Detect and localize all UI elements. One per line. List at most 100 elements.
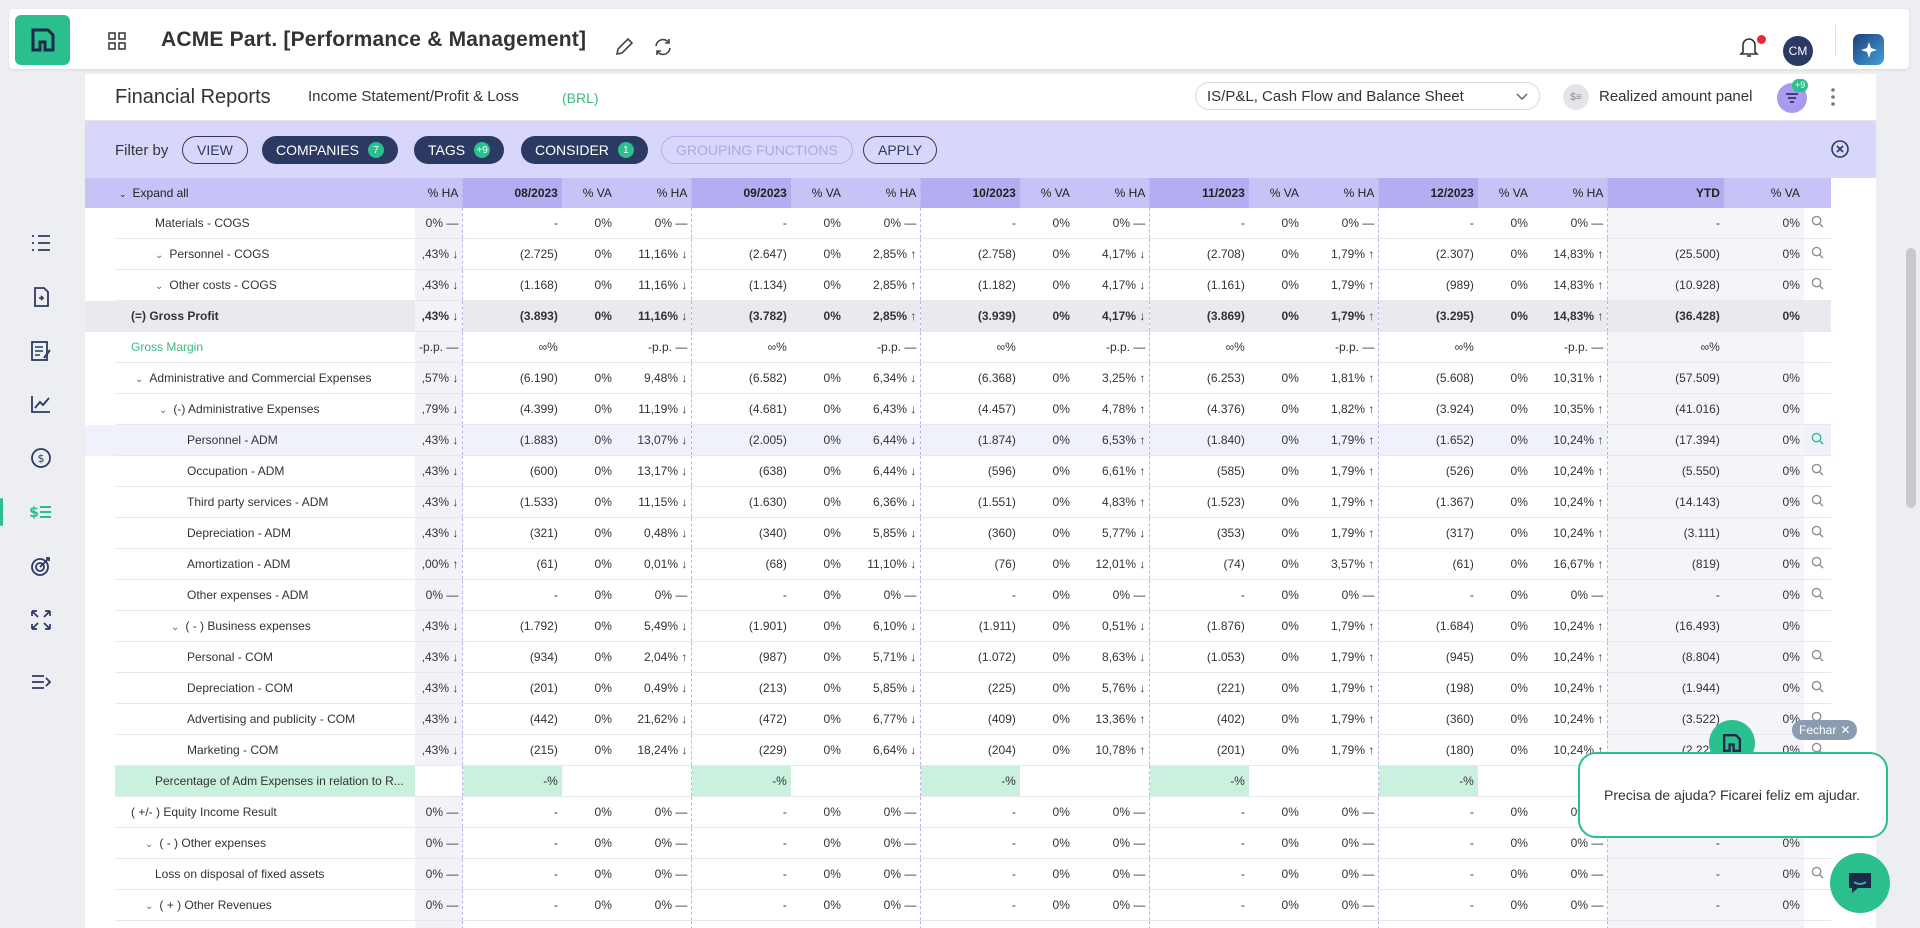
row-label[interactable]: ⌄ Administrative and Commercial Expenses xyxy=(115,362,415,394)
table-row[interactable]: ⌄( - ) Other expenses 0% — -0% 0% — -0% 0% — -… xyxy=(85,827,1831,859)
chat-open-button[interactable] xyxy=(1830,853,1890,913)
magnify-icon[interactable] xyxy=(1803,455,1831,487)
row-label[interactable]: ⌄ ( - ) Other expenses xyxy=(115,827,415,859)
table-row[interactable]: Materials - COGS 0% — -0% 0% — -0% 0% — -0% 0% … xyxy=(85,208,1831,239)
table-row[interactable]: Loss on disposal of fixed assets 0% — -0% 0… xyxy=(85,858,1831,890)
table-row[interactable]: ⌄ (-) Administrative Expenses ,79% ↓ (4.399… xyxy=(85,393,1831,425)
notification-bell-icon[interactable] xyxy=(1739,36,1759,63)
row-label[interactable]: Advertising and publicity - COM xyxy=(115,703,415,735)
apps-grid-icon[interactable] xyxy=(107,31,127,51)
table-row[interactable]: Depreciation - COM ,43% ↓ (201) 0% 0,49% ↓ (2… xyxy=(85,672,1831,704)
row-label[interactable]: ⌄ ( + ) Other Revenues xyxy=(115,889,415,921)
close-circle-icon[interactable] xyxy=(1830,139,1850,164)
magnify-icon[interactable] xyxy=(1803,548,1831,580)
table-row[interactable]: ⌄ Personnel - COGS ,43% ↓ (2.725) 0% 11,16% ↓… xyxy=(85,238,1831,270)
table-row[interactable]: Percentage of Adm Expenses in relation t… xyxy=(85,765,1831,797)
chevron-down-icon[interactable]: ⌄ xyxy=(171,622,180,633)
row-label[interactable]: Depreciation - ADM xyxy=(115,517,415,549)
table-row[interactable]: ⌄ Administrative and Commercial Expenses,… xyxy=(85,362,1831,394)
table-row[interactable]: Marketing - COM ,43% ↓ (215) 0% 18,24% ↓ (229… xyxy=(85,734,1831,766)
table-row[interactable]: (=) Gross Profit ,43% ↓ (3.893) 0% 11,16% ↓(… xyxy=(85,300,1831,332)
magnify-icon[interactable] xyxy=(1803,424,1831,456)
row-label[interactable]: Marketing - COM xyxy=(115,734,415,766)
chevron-down-icon[interactable]: ⌄ xyxy=(145,839,154,850)
refresh-icon[interactable] xyxy=(652,37,674,62)
chevron-down-icon[interactable]: ⌄ xyxy=(155,281,164,292)
realized-panel-label[interactable]: Realized amount panel xyxy=(1599,88,1753,105)
magnify-icon[interactable] xyxy=(1803,579,1831,611)
realized-panel-icon[interactable]: $≡ xyxy=(1563,84,1589,110)
row-label[interactable]: (=) Gross Profit xyxy=(115,300,415,332)
magnify-icon[interactable] xyxy=(1803,486,1831,518)
line-chart-icon[interactable] xyxy=(27,390,55,418)
chat-close-button[interactable]: Fechar ✕ xyxy=(1792,720,1858,740)
table-row[interactable]: Depreciation - ADM ,43% ↓ (321) 0% 0,48% ↓ (3… xyxy=(85,517,1831,549)
user-avatar[interactable]: CM xyxy=(1783,36,1813,66)
target-icon[interactable] xyxy=(27,552,55,580)
magnify-icon[interactable] xyxy=(1803,238,1831,270)
consider-chip[interactable]: CONSIDER 1 xyxy=(521,136,648,164)
row-label[interactable]: Amortization - ADM xyxy=(115,548,415,580)
report-type-select[interactable]: IS/P&L, Cash Flow and Balance Sheet xyxy=(1195,82,1540,110)
chevron-down-icon[interactable]: ⌄ xyxy=(135,374,144,385)
checklist-edit-icon[interactable] xyxy=(27,337,55,365)
row-label[interactable]: ⌄ Other costs - COGS xyxy=(115,269,415,301)
table-row[interactable]: Amortization - ADM ,00% ↑ (61) 0% 0,01% ↓ (68… xyxy=(85,548,1831,580)
ai-sparkle-icon[interactable] xyxy=(1853,34,1884,65)
table-row[interactable]: Gross Margin -p.p. — ∞% -p.p. — ∞% -p.p. — ∞% -… xyxy=(85,331,1831,363)
edit-pencil-icon[interactable] xyxy=(614,37,634,62)
view-chip[interactable]: VIEW xyxy=(182,136,248,164)
financial-reports-icon[interactable]: $ xyxy=(27,498,55,526)
table-row[interactable]: Personnel - ADM ,43% ↓ (1.883) 0% 13,07% ↓ (2… xyxy=(85,424,1831,456)
row-label[interactable]: Personnel - ADM xyxy=(115,424,415,456)
chevron-down-icon[interactable]: ⌄ xyxy=(145,901,154,912)
row-label[interactable]: Gain on disposal of fixed assets xyxy=(115,920,415,928)
magnify-icon[interactable] xyxy=(1803,517,1831,549)
row-label[interactable]: Depreciation - COM xyxy=(115,672,415,704)
row-label[interactable]: ⌄ (-) Administrative Expenses xyxy=(115,393,415,425)
chevron-down-icon[interactable]: ⌄ xyxy=(155,250,164,261)
chevron-down-icon[interactable]: ⌄ xyxy=(159,405,168,416)
expand-arrows-icon[interactable] xyxy=(27,606,55,634)
row-label[interactable]: Percentage of Adm Expenses in relation t… xyxy=(115,765,415,797)
table-row[interactable]: Personal - COM ,43% ↓ (934) 0% 2,04% ↑ (987) 0… xyxy=(85,641,1831,673)
apply-button[interactable]: APPLY xyxy=(863,136,938,164)
table-row[interactable]: ⌄( + ) Other Revenues 0% — -0% 0% — -0% 0% — -… xyxy=(85,889,1831,921)
magnify-icon[interactable] xyxy=(1803,858,1831,890)
dollar-circle-icon[interactable]: $ xyxy=(27,444,55,472)
companies-chip[interactable]: COMPANIES 7 xyxy=(262,136,398,164)
magnify-icon[interactable] xyxy=(1803,920,1831,928)
row-label[interactable]: ( +/- ) Equity Income Result xyxy=(115,796,415,828)
magnify-icon[interactable] xyxy=(1803,672,1831,704)
app-logo[interactable] xyxy=(15,15,70,65)
magnify-icon[interactable] xyxy=(1803,269,1831,301)
cell-value: (215) xyxy=(462,734,562,766)
document-import-icon[interactable] xyxy=(27,283,55,311)
row-label[interactable]: Loss on disposal of fixed assets xyxy=(115,858,415,890)
row-label[interactable]: Gross Margin xyxy=(115,331,415,363)
cell-va-ytd: 0% xyxy=(1723,362,1804,394)
table-row[interactable]: ( +/- ) Equity Income Result 0% — -0% 0% — -… xyxy=(85,796,1831,828)
row-label[interactable]: ⌄ Personnel - COGS xyxy=(115,238,415,270)
row-label[interactable]: Other expenses - ADM xyxy=(115,579,415,611)
row-label[interactable]: Personal - COM xyxy=(115,641,415,673)
table-row[interactable]: Other expenses - ADM 0% — -0% 0% — -0% 0% — -0… xyxy=(85,579,1831,611)
table-row[interactable]: Third party services - ADM ,43% ↓ (1.533) 0… xyxy=(85,486,1831,518)
table-row[interactable]: ⌄( - ) Business expenses ,43% ↓ (1.792) 0% 5… xyxy=(85,610,1831,642)
more-options-icon[interactable] xyxy=(1830,87,1836,112)
table-row[interactable]: Occupation - ADM ,43% ↓ (600) 0% 13,17% ↓ (63… xyxy=(85,455,1831,487)
row-label[interactable]: Third party services - ADM xyxy=(115,486,415,518)
row-label[interactable]: ⌄ ( - ) Business expenses xyxy=(115,610,415,642)
magnify-icon[interactable] xyxy=(1803,208,1831,239)
page-scrollbar[interactable] xyxy=(1906,248,1916,508)
table-row[interactable]: Advertising and publicity - COM ,43% ↓ (44… xyxy=(85,703,1831,735)
expand-all-toggle[interactable]: ⌄ Expand all xyxy=(115,178,415,208)
table-row[interactable]: ⌄ Other costs - COGS ,43% ↓ (1.168) 0% 11,16%… xyxy=(85,269,1831,301)
row-label[interactable]: Materials - COGS xyxy=(115,208,415,239)
magnify-icon[interactable] xyxy=(1803,641,1831,673)
collapse-menu-icon[interactable] xyxy=(27,668,55,696)
row-label[interactable]: Occupation - ADM xyxy=(115,455,415,487)
list-icon[interactable] xyxy=(27,229,55,257)
tags-chip[interactable]: TAGS +9 xyxy=(414,136,505,164)
